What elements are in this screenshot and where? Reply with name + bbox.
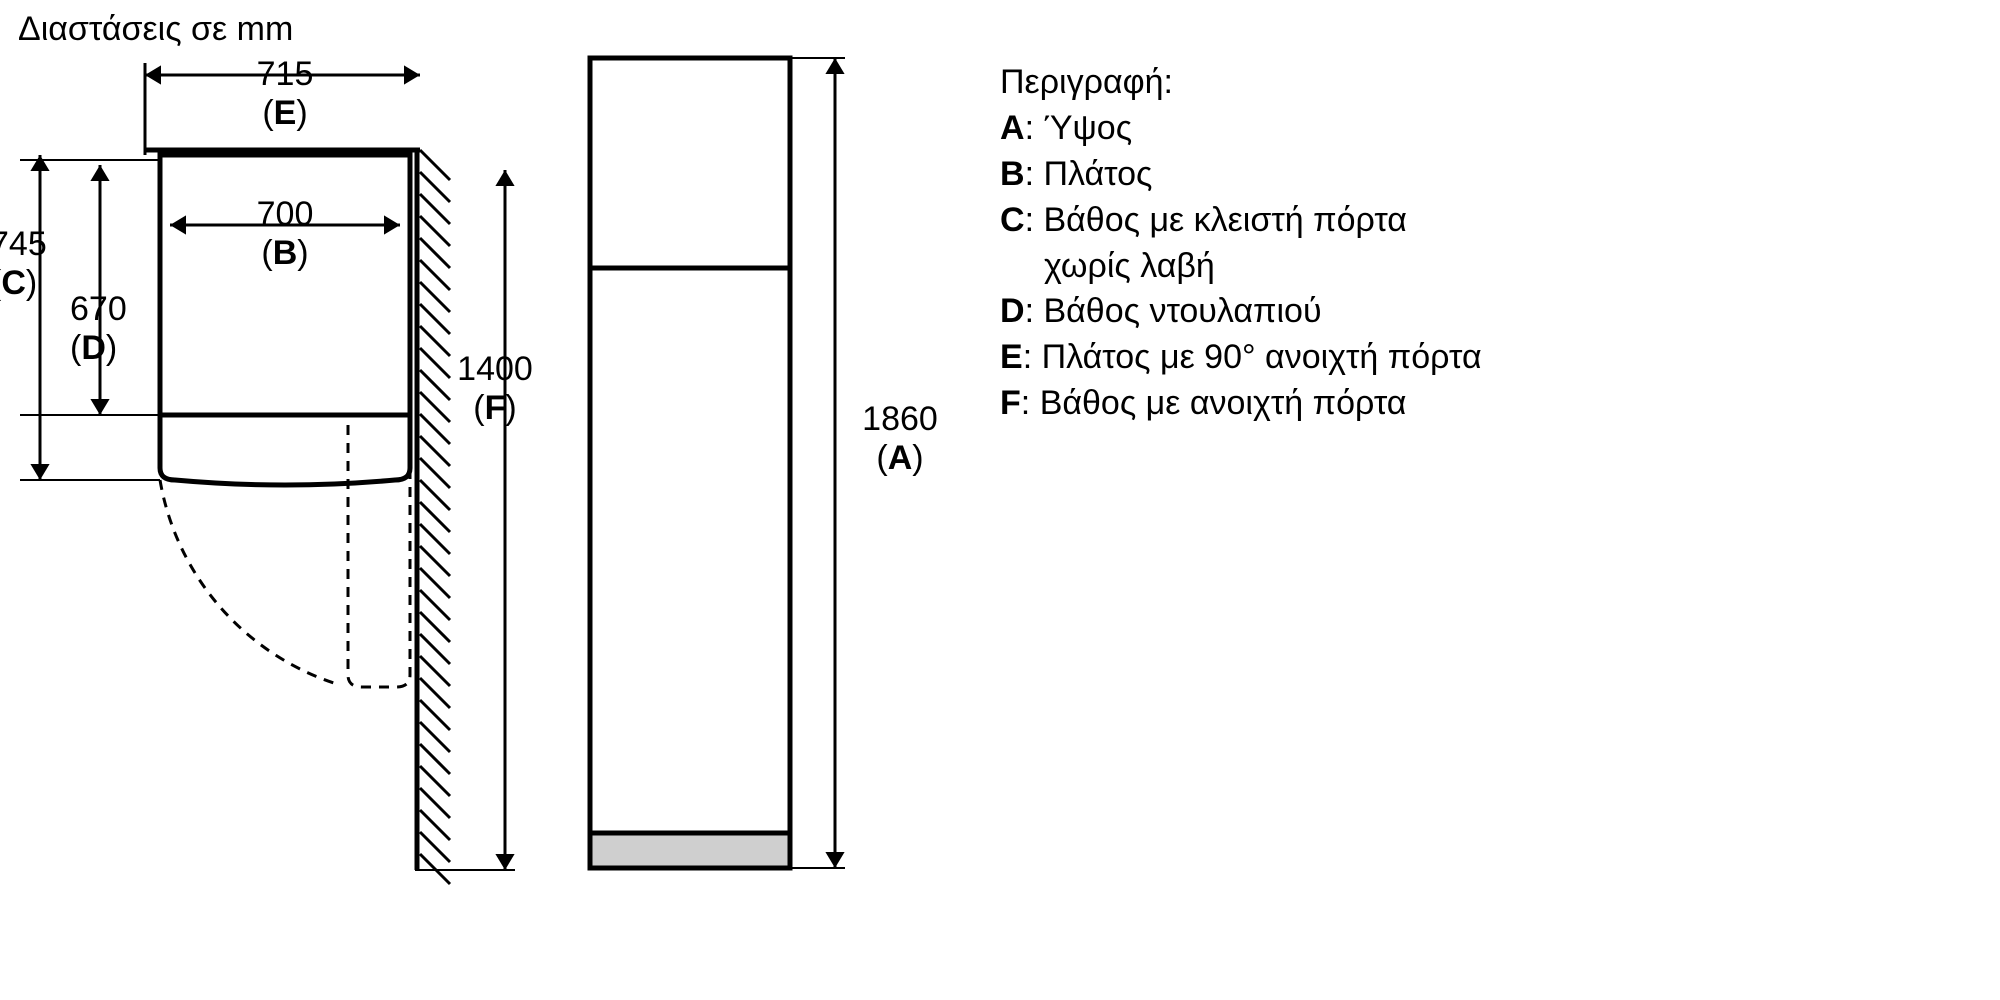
- dim-A-value: 1860 (A): [845, 400, 955, 478]
- legend-B: B: Πλάτος: [1000, 152, 1482, 198]
- legend: Περιγραφή: A: Ύψος B: Πλάτος C: Βάθος με…: [1000, 60, 1482, 427]
- legend-E: E: Πλάτος με 90° ανοιχτή πόρτα: [1000, 335, 1482, 381]
- dim-D-value: 670 (D): [70, 290, 160, 368]
- header-text: Διαστάσεις σε mm: [18, 10, 293, 49]
- legend-D: D: Βάθος ντουλαπιού: [1000, 289, 1482, 335]
- dim-C-value: 745 (C): [0, 225, 80, 303]
- dim-E-value: 715 (E): [230, 55, 340, 133]
- dim-B-value: 700 (B): [235, 195, 335, 273]
- legend-F: F: Βάθος με ανοιχτή πόρτα: [1000, 381, 1482, 427]
- dim-F-value: 1400 (F): [440, 350, 550, 428]
- legend-C2: χωρίς λαβή: [1000, 244, 1482, 290]
- legend-A: A: Ύψος: [1000, 106, 1482, 152]
- legend-C: C: Βάθος με κλειστή πόρτα: [1000, 198, 1482, 244]
- legend-title: Περιγραφή:: [1000, 60, 1482, 106]
